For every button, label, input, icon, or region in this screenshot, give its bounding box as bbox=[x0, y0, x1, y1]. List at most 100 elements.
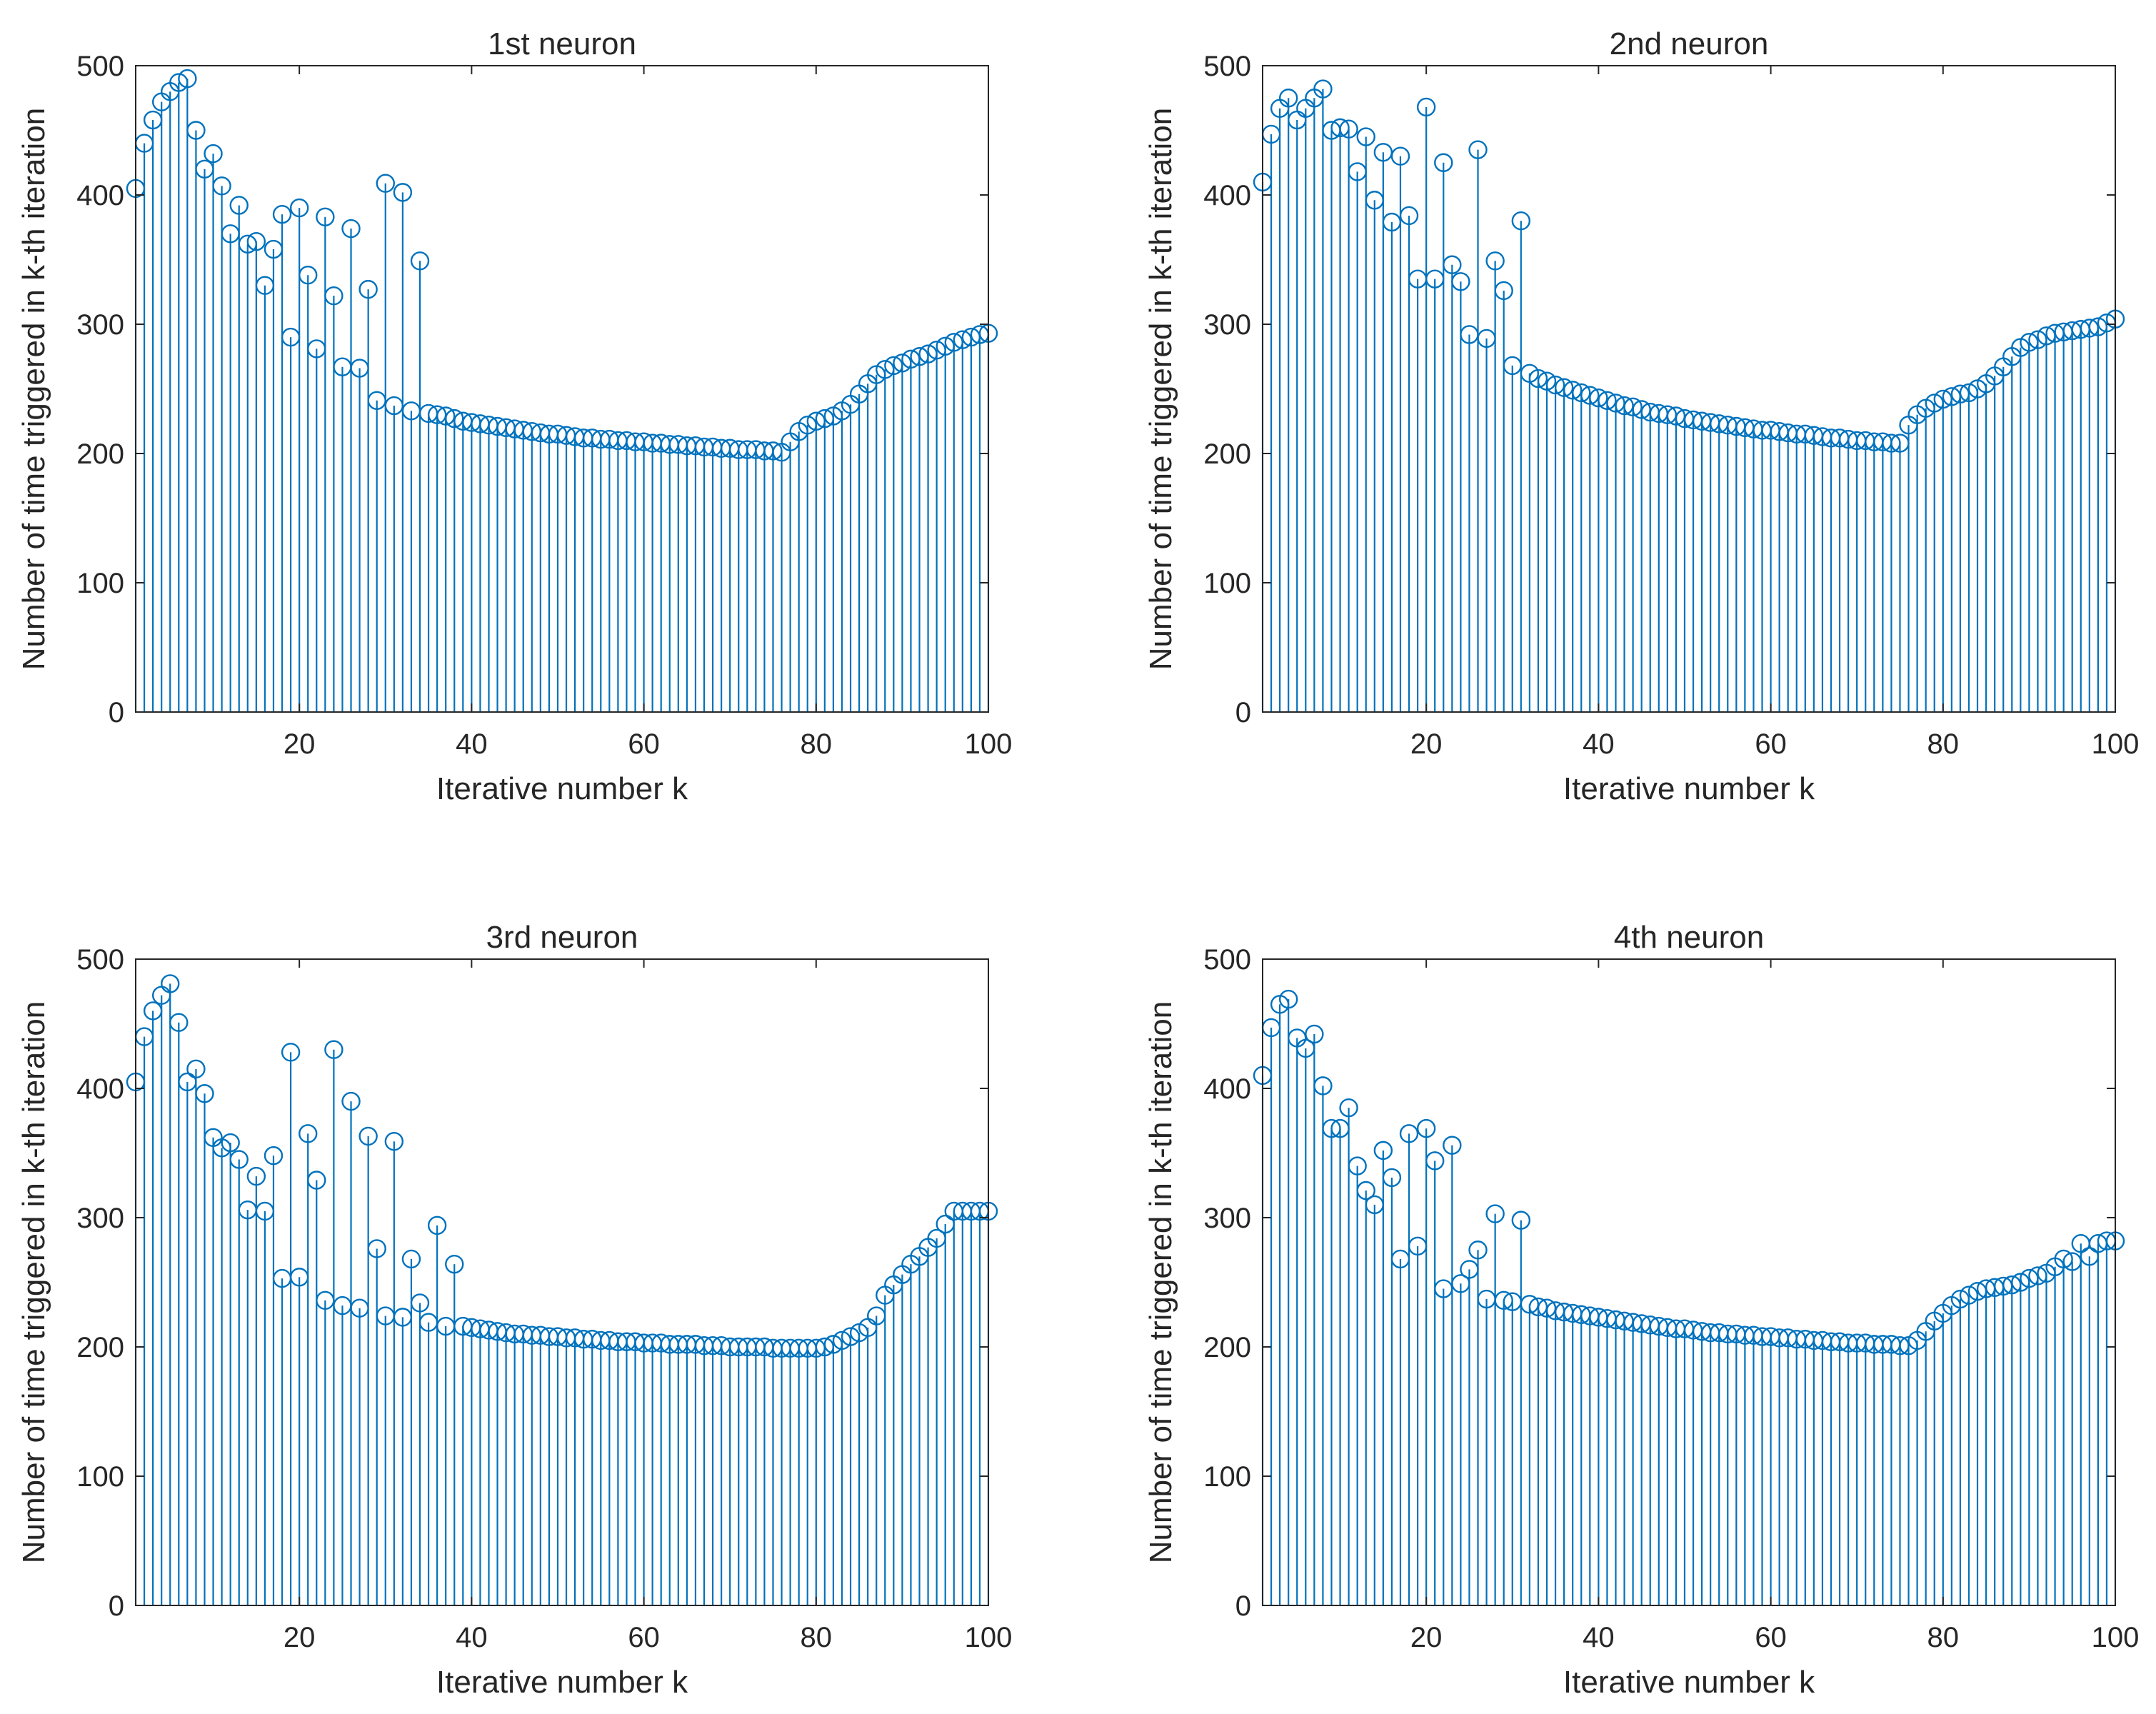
stem-marker bbox=[1313, 1076, 1333, 1096]
stem-marker bbox=[350, 1298, 369, 1318]
y-tick-label: 0 bbox=[109, 697, 124, 728]
stem-marker bbox=[1959, 383, 1979, 403]
stem-marker bbox=[1890, 433, 1910, 453]
stem-marker bbox=[2080, 319, 2100, 338]
stem-marker bbox=[281, 1043, 301, 1062]
y-axis-label: Number of time triggered in k-th iterati… bbox=[1143, 108, 1178, 670]
stem-marker bbox=[299, 1124, 318, 1143]
y-tick-label: 400 bbox=[76, 180, 124, 211]
stem-marker bbox=[1959, 1286, 1979, 1305]
x-tick-label: 40 bbox=[1583, 1622, 1615, 1653]
y-tick-label: 0 bbox=[109, 1590, 124, 1622]
subplot-2nd-neuron: 2nd neuron Iterative number k Number of … bbox=[1143, 26, 2139, 806]
stem-marker bbox=[1511, 1211, 1531, 1230]
chart-title: 4th neuron bbox=[1614, 920, 1764, 955]
stem-marker bbox=[427, 405, 447, 424]
y-tick-label: 500 bbox=[76, 51, 124, 82]
stem-marker bbox=[1313, 79, 1333, 99]
stem-marker bbox=[1485, 1204, 1505, 1223]
stem-marker bbox=[1658, 405, 1678, 424]
stem-marker bbox=[893, 354, 912, 373]
x-tick-label: 100 bbox=[2092, 728, 2140, 760]
stem-marker bbox=[195, 159, 214, 179]
stem-marker bbox=[1425, 269, 1445, 289]
stem-marker bbox=[1967, 1281, 1987, 1301]
stem-marker bbox=[445, 1254, 464, 1274]
stem-marker bbox=[195, 1084, 214, 1103]
stem-marker bbox=[2002, 1275, 2022, 1295]
stem-marker bbox=[436, 406, 456, 426]
stem-marker bbox=[2020, 333, 2039, 352]
x-axis-label: Iterative number k bbox=[1563, 1665, 1815, 1700]
stem-marker bbox=[1373, 143, 1393, 162]
stem-marker bbox=[401, 1249, 421, 1269]
stem-marker bbox=[307, 1171, 326, 1190]
stem-marker bbox=[359, 1126, 378, 1146]
stem-marker bbox=[2080, 1247, 2100, 1266]
stem-marker bbox=[169, 73, 189, 92]
stem-marker bbox=[1925, 394, 1944, 413]
stem-marker bbox=[884, 356, 903, 376]
y-axis-label: Number of time triggered in k-th iterati… bbox=[1143, 1001, 1178, 1563]
chart-title: 2nd neuron bbox=[1610, 26, 1769, 61]
stem-marker bbox=[1348, 162, 1367, 181]
stem-marker bbox=[2088, 317, 2108, 336]
y-tick-label: 500 bbox=[76, 944, 124, 976]
stem-marker bbox=[918, 344, 938, 364]
stem-marker bbox=[2020, 1268, 2039, 1288]
stem-marker bbox=[299, 266, 318, 285]
stem-marker bbox=[2037, 326, 2056, 346]
x-axis-label: Iterative number k bbox=[1563, 771, 1815, 806]
stem-marker bbox=[289, 1268, 309, 1287]
stem-marker bbox=[264, 1146, 284, 1166]
stem-marker bbox=[1278, 89, 1298, 108]
stem-marker bbox=[901, 349, 921, 369]
stem-marker bbox=[876, 360, 895, 379]
axes-box bbox=[135, 958, 989, 1606]
stem-marker bbox=[246, 231, 266, 251]
x-tick-label: 20 bbox=[284, 1622, 316, 1653]
stem-marker bbox=[1408, 1236, 1428, 1256]
stem-marker bbox=[1632, 400, 1651, 419]
stem-marker bbox=[272, 204, 292, 224]
stem-marker bbox=[410, 251, 430, 271]
stem-marker bbox=[1545, 375, 1565, 395]
stem-marker bbox=[289, 198, 309, 218]
x-tick-label: 80 bbox=[1927, 728, 1960, 760]
x-tick-label: 20 bbox=[1410, 1622, 1443, 1653]
y-tick-label: 0 bbox=[1235, 697, 1251, 728]
stem-marker bbox=[806, 1338, 826, 1358]
stem-marker bbox=[1339, 119, 1358, 139]
stem-marker bbox=[2062, 1252, 2082, 1271]
x-tick-label: 60 bbox=[628, 728, 660, 760]
stem-marker bbox=[806, 411, 826, 431]
axes-box bbox=[1262, 65, 2116, 713]
stem-marker bbox=[376, 174, 395, 193]
stem-marker bbox=[1511, 211, 1531, 231]
stem-marker bbox=[2028, 330, 2047, 349]
y-axis-label: Number of time triggered in k-th iterati… bbox=[16, 1001, 51, 1563]
stem-marker bbox=[1356, 127, 1375, 146]
y-tick-label: 500 bbox=[1203, 944, 1251, 976]
stem-marker bbox=[264, 239, 284, 259]
stem-marker bbox=[815, 409, 835, 428]
stem-marker bbox=[418, 1313, 438, 1332]
stem-marker bbox=[1666, 406, 1686, 426]
stem-marker bbox=[1451, 1274, 1470, 1293]
stem-marker bbox=[1485, 251, 1505, 271]
y-tick-label: 200 bbox=[1203, 1332, 1251, 1363]
x-tick-label: 20 bbox=[284, 728, 316, 760]
x-tick-label: 100 bbox=[965, 728, 1013, 760]
stem-marker bbox=[1554, 378, 1574, 397]
stem-marker bbox=[953, 330, 973, 349]
y-axis-label: Number of time triggered in k-th iterati… bbox=[16, 108, 51, 670]
stem-marker bbox=[1950, 384, 1970, 404]
stem-marker bbox=[246, 1166, 266, 1186]
stem-marker bbox=[1606, 394, 1625, 413]
stem-marker bbox=[936, 336, 955, 356]
stem-marker bbox=[445, 409, 464, 428]
stem-series bbox=[1253, 989, 2125, 1605]
stem-marker bbox=[1416, 97, 1436, 117]
